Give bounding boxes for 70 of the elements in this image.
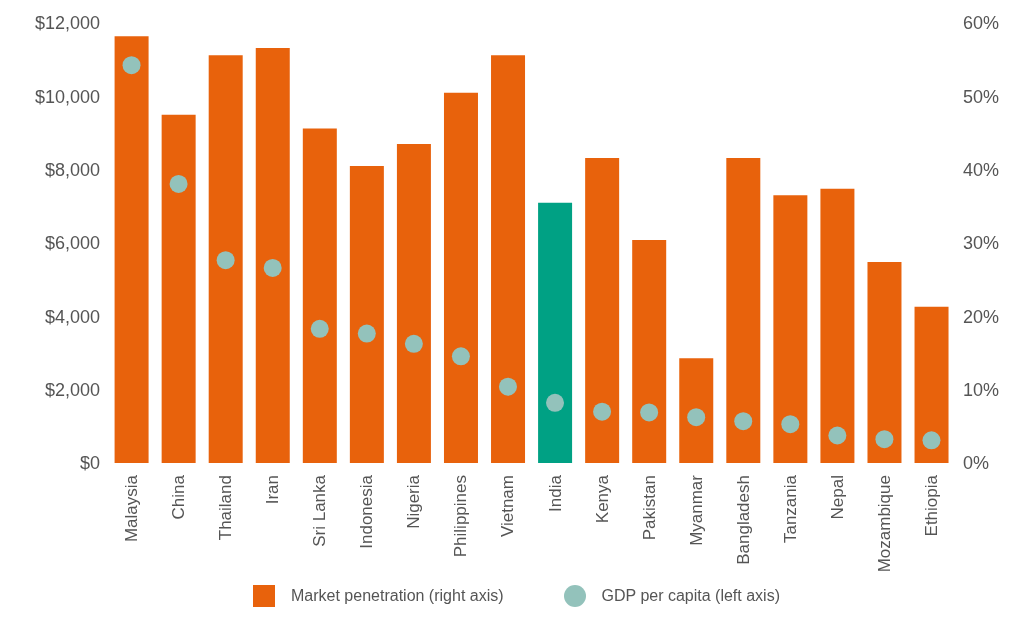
point [404,334,423,353]
bar [491,55,526,463]
point [546,393,565,412]
x-tick-label: Indonesia [357,474,377,549]
x-tick-label: Nigeria [404,474,424,529]
x-tick-label: Pakistan [639,475,659,541]
bar [208,55,243,463]
bar [820,188,855,463]
x-tick-label: Nepal [827,475,847,520]
y-tick-label: $12,000 [34,13,100,34]
bar [538,202,573,463]
legend-label: GDP per capita (left axis) [601,587,780,605]
x-tick-label: Tanzania [780,474,800,544]
y2-tick-label: 10% [963,380,1000,401]
bar [349,166,384,463]
y-tick-label: $2,000 [44,380,100,401]
point [357,324,376,343]
x-tick-label: China [169,474,189,520]
y2-tick-label: 60% [963,13,1000,34]
legend-label: Market penetration (right axis) [291,587,504,605]
point [922,431,941,450]
point [687,408,706,427]
point [640,403,659,422]
x-tick-label: Sri Lanka [310,474,330,547]
point [828,426,847,445]
point [593,402,612,421]
point [216,251,235,270]
point [875,430,894,449]
x-tick-label: Ethiopia [921,474,941,537]
bar [585,157,620,463]
y-tick-label: $6,000 [44,233,100,254]
y-tick-label: $10,000 [34,86,100,107]
x-tick-label: Iran [263,475,283,505]
bar [161,114,196,463]
point [734,412,753,431]
bar [726,157,761,463]
y-tick-label: $8,000 [44,160,100,181]
y2-tick-label: 30% [963,233,1000,254]
x-tick-label: Thailand [216,475,236,541]
bar [679,358,714,463]
bar [773,195,808,463]
point [122,56,141,75]
y-tick-label: $4,000 [44,306,100,327]
bar [396,144,431,463]
point [781,415,800,434]
bar [255,47,290,463]
x-tick-label: India [545,474,565,512]
y2-tick-label: 0% [963,453,990,474]
point [310,319,329,338]
point [169,174,188,193]
x-tick-label: Bangladesh [733,475,753,565]
point [498,377,517,396]
x-tick-label: Mozambique [874,475,894,573]
point [451,347,470,366]
bar [302,128,337,463]
x-tick-label: Malaysia [122,474,142,543]
x-tick-label: Kenya [592,474,612,524]
point [263,258,282,277]
y2-tick-label: 20% [963,306,1000,327]
x-tick-label: Vietnam [498,475,518,538]
y2-tick-label: 50% [963,86,1000,107]
x-tick-label: Philippines [451,475,471,558]
bar [114,36,149,463]
bar [443,92,478,463]
y-tick-label: $0 [79,453,100,474]
bar [914,306,949,463]
x-tick-label: Myanmar [686,474,706,546]
y2-tick-label: 40% [963,160,1000,181]
bar [632,240,667,463]
bar [867,262,902,463]
